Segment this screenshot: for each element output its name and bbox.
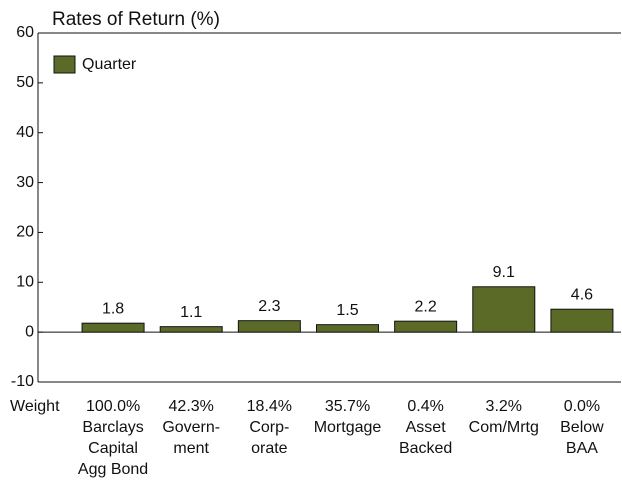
x-tick-label: Agg Bond: [78, 461, 148, 478]
y-tick-label: 0: [25, 323, 34, 340]
x-tick-label: Corp-: [249, 419, 289, 436]
bar: [81, 322, 145, 333]
weight: 18.4%: [247, 398, 292, 415]
value-label: 2.3: [258, 298, 280, 315]
value-label: 1.5: [336, 302, 358, 319]
weight: 35.7%: [325, 398, 370, 415]
x-tick-label: BAA: [566, 440, 598, 457]
x-tick-label: Govern-: [162, 419, 220, 436]
x-tick-label: Backed: [399, 440, 452, 457]
weight: 0.0%: [564, 398, 600, 415]
value-label: 1.1: [180, 304, 202, 321]
bar: [472, 286, 536, 333]
bar: [159, 326, 223, 333]
y-tick-label: 40: [16, 124, 34, 141]
x-tick-label: Barclays: [82, 419, 143, 436]
legend-swatch: [53, 55, 76, 74]
x-tick-label: ment: [173, 440, 209, 457]
value-label: 2.2: [415, 298, 437, 315]
weight: 3.2%: [486, 398, 522, 415]
bar: [316, 324, 379, 333]
value-label: 1.8: [102, 300, 124, 317]
x-tick-label: Com/Mrtg: [469, 419, 539, 436]
legend-label: Quarter: [82, 56, 137, 73]
x-tick-label: Capital: [88, 440, 138, 457]
weight-label: Weight: [10, 398, 60, 415]
value-label: 4.6: [571, 286, 593, 303]
bar: [550, 308, 614, 333]
x-tick-label: Below: [560, 419, 604, 436]
weight: 100.0%: [86, 398, 140, 415]
value-label: 9.1: [493, 264, 515, 281]
bar: [237, 320, 301, 333]
y-tick-label: 50: [16, 74, 34, 91]
y-tick-label: 10: [16, 274, 34, 291]
x-tick-label: Asset: [406, 419, 447, 436]
bar: [394, 320, 458, 333]
y-tick-label: 30: [16, 174, 34, 191]
weight: 0.4%: [407, 398, 443, 415]
chart-title: Rates of Return (%): [52, 9, 220, 30]
weight: 42.3%: [169, 398, 214, 415]
y-tick-label: 20: [16, 224, 34, 241]
x-tick-label: Mortgage: [314, 419, 382, 436]
y-tick-label: -10: [11, 373, 34, 390]
x-tick-label: orate: [251, 440, 288, 457]
y-tick-label: 60: [16, 24, 34, 41]
